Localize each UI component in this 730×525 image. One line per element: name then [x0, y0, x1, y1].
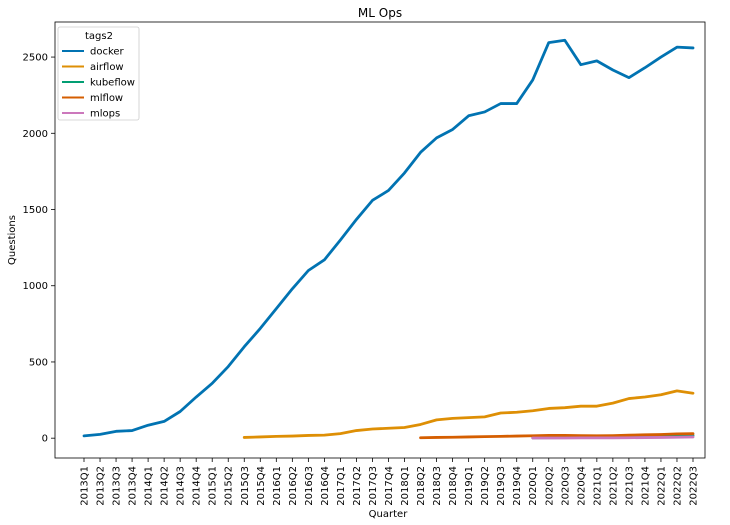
x-tick-label: 2017Q3: [368, 466, 379, 506]
legend-label-mlflow: mlflow: [90, 93, 123, 104]
legend: tags2 docker airflow kubeflow mlflow mlops: [57, 26, 140, 121]
x-tick-label: 2014Q2: [160, 466, 171, 506]
x-tick-label: 2014Q3: [176, 466, 187, 506]
x-tick-label: 2022Q2: [672, 466, 683, 506]
x-tick-label: 2019Q4: [512, 466, 523, 506]
x-tick-label: 2018Q3: [432, 466, 443, 506]
x-tick-label: 2021Q3: [624, 466, 635, 506]
x-tick-label: 2013Q1: [80, 466, 91, 506]
x-tick-label: 2020Q4: [576, 466, 587, 506]
x-tick-label: 2015Q3: [240, 466, 251, 506]
x-tick-label: 2019Q2: [480, 466, 491, 506]
x-tick-label: 2021Q2: [608, 466, 619, 506]
y-axis: 0 500 1000 1500 2000 2500: [23, 53, 55, 445]
legend-label-docker: docker: [90, 47, 125, 58]
y-tick-label: 500: [29, 357, 48, 368]
x-tick-label: 2022Q3: [689, 466, 700, 506]
x-tick-label: 2021Q1: [592, 466, 603, 506]
x-tick-label: 2016Q2: [288, 466, 299, 506]
chart-title: ML Ops: [358, 6, 402, 20]
x-tick-label: 2014Q4: [192, 466, 203, 506]
y-axis-label: Questions: [7, 215, 18, 265]
x-tick-label: 2015Q1: [208, 466, 219, 506]
y-tick-label: 2500: [23, 53, 48, 64]
x-tick-label: 2020Q1: [528, 466, 539, 506]
y-tick-label: 1500: [23, 205, 48, 216]
plot-area: [54, 21, 706, 459]
legend-label-airflow: airflow: [90, 62, 124, 73]
x-tick-label: 2017Q1: [336, 466, 347, 506]
x-tick-label: 2017Q2: [352, 466, 363, 506]
x-axis: 2013Q1 2013Q2 2013Q3 2013Q4 2014Q1 2014Q2 2014…: [80, 458, 700, 506]
x-tick-label: 2013Q3: [112, 466, 123, 506]
x-tick-label: 2019Q3: [496, 466, 507, 506]
x-tick-label: 2021Q4: [640, 466, 651, 506]
x-tick-label: 2022Q1: [656, 466, 667, 506]
series-layer: [82, 38, 695, 440]
x-tick-label: 2013Q4: [128, 466, 139, 506]
series-line-airflow: [242, 389, 695, 439]
x-tick-label: 2013Q2: [96, 466, 107, 506]
legend-items: docker airflow kubeflow mlflow mlops: [62, 47, 135, 120]
x-tick-label: 2016Q3: [304, 466, 315, 506]
x-tick-label: 2018Q1: [400, 466, 411, 506]
legend-label-kubeflow: kubeflow: [90, 78, 135, 89]
x-tick-label: 2018Q4: [448, 466, 459, 506]
series-line-mlflow: [419, 432, 695, 440]
x-tick-label: 2016Q4: [320, 466, 331, 506]
x-tick-label: 2014Q1: [144, 466, 155, 506]
y-tick-label: 0: [42, 434, 48, 445]
x-tick-label: 2018Q2: [416, 466, 427, 506]
y-tick-label: 2000: [23, 129, 48, 140]
x-tick-label: 2019Q1: [464, 466, 475, 506]
x-tick-label: 2015Q4: [256, 466, 267, 506]
x-axis-label: Quarter: [369, 509, 409, 520]
x-tick-label: 2020Q3: [560, 466, 571, 506]
series-line-docker: [82, 38, 695, 438]
y-tick-label: 1000: [23, 281, 48, 292]
x-tick-label: 2020Q2: [544, 466, 555, 506]
series-line-mlops: [531, 435, 695, 440]
x-tick-label: 2017Q4: [384, 466, 395, 506]
legend-label-mlops: mlops: [90, 109, 120, 120]
x-tick-label: 2015Q2: [224, 466, 235, 506]
legend-title: tags2: [85, 31, 113, 42]
x-tick-label: 2016Q1: [272, 466, 283, 506]
